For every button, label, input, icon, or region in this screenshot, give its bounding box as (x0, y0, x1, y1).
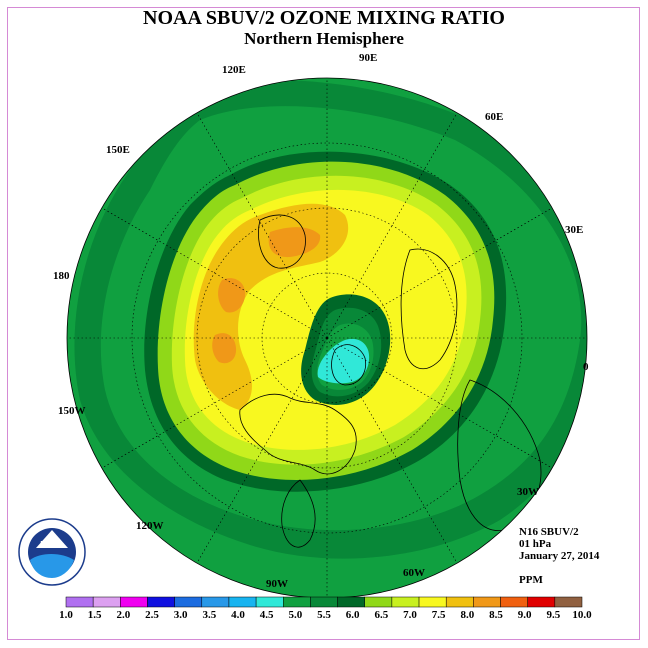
colorbar-tick-label: 3.0 (174, 609, 188, 621)
colorbar-swatch (283, 596, 311, 608)
lon-label-150e: 150E (106, 144, 130, 156)
ozone-field (67, 78, 587, 598)
colorbar-tick-label: 9.5 (546, 609, 560, 621)
lon-label-120w: 120W (136, 520, 164, 532)
colorbar-tick-label: 3.5 (202, 609, 216, 621)
colorbar-tick-label: 1.0 (59, 609, 73, 621)
colorbar-tick-label: 6.0 (346, 609, 360, 621)
colorbar-swatch (500, 596, 528, 608)
lon-label-0: 0 (583, 361, 589, 373)
lon-label-30e: 30E (565, 224, 583, 236)
noaa-logo-text: NOAA (40, 540, 64, 549)
level-label: 01 hPa (519, 538, 552, 550)
contour-8-5-c (212, 333, 237, 364)
lon-label-180: 180 (53, 270, 70, 282)
plot-frame (7, 7, 640, 640)
colorbar-tick-label: 5.5 (317, 609, 331, 621)
colorbar-tick-label: 6.5 (374, 609, 388, 621)
colorbar-tick-label: 8.5 (489, 609, 503, 621)
lon-label-30w: 30W (517, 486, 539, 498)
colorbar-swatch (92, 596, 121, 608)
colorbar-swatch (147, 596, 175, 608)
colorbar-swatch (201, 596, 230, 608)
colorbar-swatch (174, 596, 203, 608)
lon-label-60e: 60E (485, 111, 503, 123)
colorbar-swatch (364, 596, 393, 608)
date-label: January 27, 2014 (519, 550, 600, 562)
colorbar-tick-label: 7.5 (432, 609, 446, 621)
colorbar: 1.0 1.5 2.0 2.5 3.0 3.5 4.0 4.5 5.0 5.5 6.0 6.5 7.0 7… (59, 596, 592, 621)
lon-label-90w: 90W (266, 578, 288, 590)
colorbar-swatch (445, 596, 474, 608)
noaa-logo: NOAA (18, 518, 86, 586)
colorbar-swatch (228, 596, 257, 608)
colorbar-tick-label: 2.0 (116, 609, 130, 621)
colorbar-swatch (473, 596, 501, 608)
lat-lon-grid (67, 78, 587, 598)
colorbar-tick-label: 8.0 (460, 609, 474, 621)
lon-label-120e: 120E (222, 64, 246, 76)
colorbar-tick-label: 4.5 (260, 609, 274, 621)
colorbar-tick-label: 7.0 (403, 609, 417, 621)
colorbar-tick-label: 4.0 (231, 609, 245, 621)
chart-subtitle: Northern Hemisphere (244, 29, 404, 48)
contour-8-5-b (218, 278, 246, 313)
colorbar-tick-label: 1.5 (88, 609, 102, 621)
colorbar-swatch (418, 596, 447, 608)
colorbar-tick-label: 2.5 (145, 609, 159, 621)
colorbar-swatch (120, 596, 148, 608)
colorbar-tick-label: 9.0 (518, 609, 532, 621)
colorbar-tick-label: 10.0 (572, 609, 592, 621)
lon-label-60w: 60W (403, 567, 425, 579)
colorbar-swatch (255, 596, 284, 608)
chart-title: NOAA SBUV/2 OZONE MIXING RATIO (143, 7, 505, 29)
colorbar-swatch (65, 596, 94, 608)
colorbar-swatch (337, 596, 365, 608)
lon-label-150w: 150W (58, 405, 86, 417)
colorbar-swatch (554, 596, 583, 608)
vortex-4-5 (317, 338, 370, 384)
colorbar-swatch (527, 596, 556, 608)
contour-8-5-a (268, 227, 321, 258)
units-label: PPM (519, 574, 543, 586)
lon-label-90e: 90E (359, 52, 377, 64)
colorbar-swatch (310, 596, 338, 608)
longitude-labels: 90E 60E 30E 0 30W 60W 90W 120W 150W 180 … (53, 52, 589, 590)
colorbar-swatch (391, 596, 420, 608)
colorbar-tick-label: 5.0 (288, 609, 302, 621)
satellite-label: N16 SBUV/2 (519, 526, 579, 538)
